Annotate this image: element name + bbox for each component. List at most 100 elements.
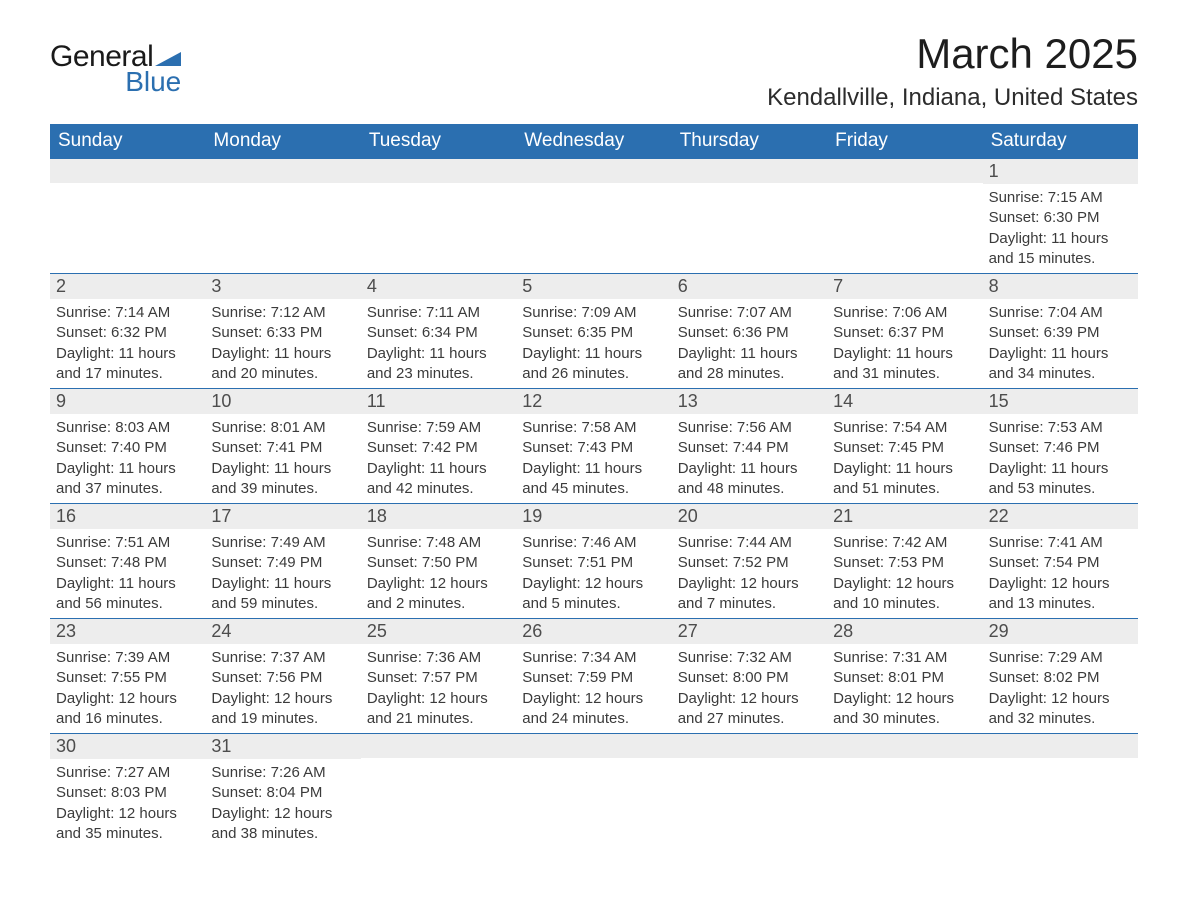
sunset-line: Sunset: 8:00 PM <box>678 668 823 688</box>
day-data <box>983 758 1138 838</box>
sunset-line: Sunset: 6:37 PM <box>833 323 978 343</box>
day-data: Sunrise: 7:07 AMSunset: 6:36 PMDaylight:… <box>672 299 827 388</box>
day-number: 24 <box>205 619 360 644</box>
day-data: Sunrise: 7:49 AMSunset: 7:49 PMDaylight:… <box>205 529 360 618</box>
daylight-line: Daylight: 11 hours and 23 minutes. <box>367 344 512 385</box>
day-number: 18 <box>361 504 516 529</box>
day-data: Sunrise: 7:14 AMSunset: 6:32 PMDaylight:… <box>50 299 205 388</box>
sunrise-line: Sunrise: 7:27 AM <box>56 763 201 783</box>
day-number: 1 <box>983 159 1138 184</box>
day-number: 21 <box>827 504 982 529</box>
day-number: 6 <box>672 274 827 299</box>
daylight-line: Daylight: 11 hours and 34 minutes. <box>989 344 1134 385</box>
dow-header: Monday <box>205 124 360 158</box>
day-data <box>672 758 827 838</box>
calendar-cell: 19Sunrise: 7:46 AMSunset: 7:51 PMDayligh… <box>516 503 671 618</box>
sunset-line: Sunset: 7:51 PM <box>522 553 667 573</box>
day-data: Sunrise: 7:59 AMSunset: 7:42 PMDaylight:… <box>361 414 516 503</box>
calendar-cell: 23 Sunrise: 7:39 AMSunset: 7:55 PMDayligh… <box>50 618 205 733</box>
sunrise-line: Sunrise: 7:48 AM <box>367 533 512 553</box>
day-data: Sunrise: 8:01 AMSunset: 7:41 PMDaylight:… <box>205 414 360 503</box>
daylight-line: Daylight: 11 hours and 15 minutes. <box>989 229 1134 270</box>
day-number: 3 <box>205 274 360 299</box>
sunset-line: Sunset: 7:55 PM <box>56 668 201 688</box>
day-data: Sunrise: 7:37 AMSunset: 7:56 PMDaylight:… <box>205 644 360 733</box>
day-number: 22 <box>983 504 1138 529</box>
dow-header: Saturday <box>983 124 1138 158</box>
calendar-cell: 21Sunrise: 7:42 AMSunset: 7:53 PMDayligh… <box>827 503 982 618</box>
day-data: Sunrise: 7:34 AMSunset: 7:59 PMDaylight:… <box>516 644 671 733</box>
sunset-line: Sunset: 7:56 PM <box>211 668 356 688</box>
day-number: 26 <box>516 619 671 644</box>
day-data <box>50 183 205 263</box>
day-number <box>516 734 671 758</box>
brand-logo: General Blue <box>50 40 181 98</box>
calendar-grid: SundayMondayTuesdayWednesdayThursdayFrid… <box>50 124 1138 848</box>
sunrise-line: Sunrise: 7:26 AM <box>211 763 356 783</box>
sunrise-line: Sunrise: 7:36 AM <box>367 648 512 668</box>
calendar-cell: 11Sunrise: 7:59 AMSunset: 7:42 PMDayligh… <box>361 388 516 503</box>
day-number: 16 <box>50 504 205 529</box>
daylight-line: Daylight: 12 hours and 13 minutes. <box>989 574 1134 615</box>
dow-header: Thursday <box>672 124 827 158</box>
calendar-cell: 5Sunrise: 7:09 AMSunset: 6:35 PMDaylight… <box>516 273 671 388</box>
sunrise-line: Sunrise: 7:58 AM <box>522 418 667 438</box>
day-number: 13 <box>672 389 827 414</box>
sunrise-line: Sunrise: 7:49 AM <box>211 533 356 553</box>
calendar-cell: 12Sunrise: 7:58 AMSunset: 7:43 PMDayligh… <box>516 388 671 503</box>
calendar-cell: 20Sunrise: 7:44 AMSunset: 7:52 PMDayligh… <box>672 503 827 618</box>
dow-header: Friday <box>827 124 982 158</box>
day-number: 20 <box>672 504 827 529</box>
day-data <box>827 183 982 263</box>
calendar-cell: 1Sunrise: 7:15 AMSunset: 6:30 PMDaylight… <box>983 158 1138 273</box>
daylight-line: Daylight: 12 hours and 7 minutes. <box>678 574 823 615</box>
day-number: 8 <box>983 274 1138 299</box>
calendar-cell: 24Sunrise: 7:37 AMSunset: 7:56 PMDayligh… <box>205 618 360 733</box>
sunrise-line: Sunrise: 7:07 AM <box>678 303 823 323</box>
day-number: 5 <box>516 274 671 299</box>
calendar-cell-empty <box>516 158 671 273</box>
day-data: Sunrise: 7:56 AMSunset: 7:44 PMDaylight:… <box>672 414 827 503</box>
sunrise-line: Sunrise: 7:56 AM <box>678 418 823 438</box>
sunset-line: Sunset: 6:35 PM <box>522 323 667 343</box>
day-data <box>361 758 516 838</box>
sunset-line: Sunset: 7:46 PM <box>989 438 1134 458</box>
calendar-cell: 22Sunrise: 7:41 AMSunset: 7:54 PMDayligh… <box>983 503 1138 618</box>
day-data <box>361 183 516 263</box>
daylight-line: Daylight: 12 hours and 10 minutes. <box>833 574 978 615</box>
calendar-cell-empty <box>361 733 516 848</box>
daylight-line: Daylight: 11 hours and 53 minutes. <box>989 459 1134 500</box>
sunset-line: Sunset: 7:48 PM <box>56 553 201 573</box>
daylight-line: Daylight: 11 hours and 31 minutes. <box>833 344 978 385</box>
calendar-cell-empty <box>516 733 671 848</box>
sunset-line: Sunset: 7:42 PM <box>367 438 512 458</box>
day-number: 23 <box>50 619 205 644</box>
calendar-cell: 16Sunrise: 7:51 AMSunset: 7:48 PMDayligh… <box>50 503 205 618</box>
daylight-line: Daylight: 11 hours and 42 minutes. <box>367 459 512 500</box>
day-data: Sunrise: 7:46 AMSunset: 7:51 PMDaylight:… <box>516 529 671 618</box>
sunset-line: Sunset: 7:52 PM <box>678 553 823 573</box>
sunset-line: Sunset: 7:57 PM <box>367 668 512 688</box>
sunrise-line: Sunrise: 7:11 AM <box>367 303 512 323</box>
sunrise-line: Sunrise: 7:31 AM <box>833 648 978 668</box>
day-number: 29 <box>983 619 1138 644</box>
sunrise-line: Sunrise: 7:39 AM <box>56 648 201 668</box>
daylight-line: Daylight: 11 hours and 37 minutes. <box>56 459 201 500</box>
daylight-line: Daylight: 12 hours and 38 minutes. <box>211 804 356 845</box>
day-data: Sunrise: 7:09 AMSunset: 6:35 PMDaylight:… <box>516 299 671 388</box>
day-number <box>672 734 827 758</box>
sunrise-line: Sunrise: 7:59 AM <box>367 418 512 438</box>
sunrise-line: Sunrise: 7:42 AM <box>833 533 978 553</box>
sunrise-line: Sunrise: 7:41 AM <box>989 533 1134 553</box>
daylight-line: Daylight: 12 hours and 16 minutes. <box>56 689 201 730</box>
day-data: Sunrise: 7:26 AMSunset: 8:04 PMDaylight:… <box>205 759 360 848</box>
daylight-line: Daylight: 12 hours and 21 minutes. <box>367 689 512 730</box>
calendar-cell: 31Sunrise: 7:26 AMSunset: 8:04 PMDayligh… <box>205 733 360 848</box>
calendar-cell: 18Sunrise: 7:48 AMSunset: 7:50 PMDayligh… <box>361 503 516 618</box>
calendar-cell-empty <box>983 733 1138 848</box>
day-number <box>50 159 205 183</box>
calendar-cell: 7Sunrise: 7:06 AMSunset: 6:37 PMDaylight… <box>827 273 982 388</box>
sunset-line: Sunset: 7:45 PM <box>833 438 978 458</box>
sunset-line: Sunset: 8:04 PM <box>211 783 356 803</box>
daylight-line: Daylight: 11 hours and 28 minutes. <box>678 344 823 385</box>
